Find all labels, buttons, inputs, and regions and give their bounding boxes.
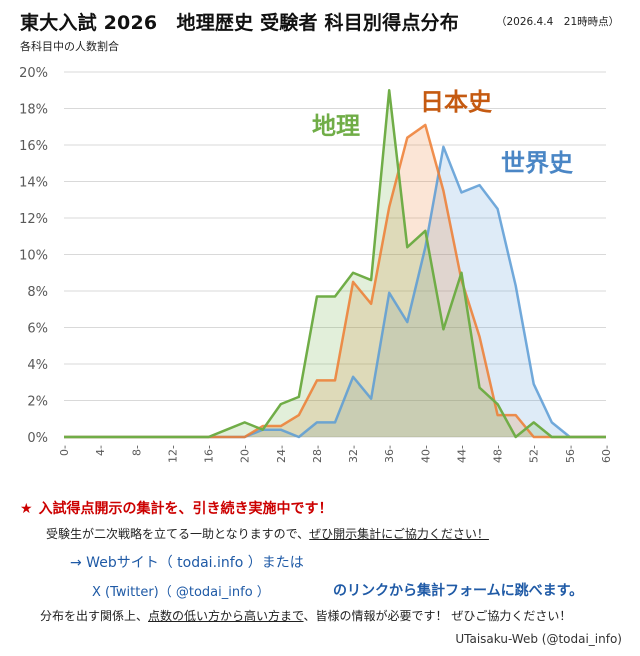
notice-line-5-b: 、皆様の情報が必要です！ ぜひご協力ください！: [303, 609, 572, 623]
x-tick-label: 48-: [492, 445, 505, 463]
x-tick-label: 32-: [347, 445, 360, 463]
x-tick-label: 4-: [94, 445, 107, 456]
x-tick-label: 24-: [275, 445, 288, 463]
series-label: 世界史: [501, 149, 574, 177]
star-icon: ★: [20, 501, 33, 517]
notice-headline-text: 入試得点開示の集計を、引き続き実施中です！: [38, 501, 333, 517]
series-area: [64, 146, 606, 437]
form-link-note: のリンクから集計フォームに跳べます。: [333, 583, 584, 599]
y-tick-label: 4%: [27, 358, 48, 373]
score-distribution-chart: 0% 2% 4% 6% 8% 10% 12% 14% 16% 18% 20% 0- 4- 8- 12- 16-…: [19, 66, 613, 463]
notice-line-2-text: 受験生が二次戦略を立てる一助となりますので、: [46, 527, 310, 541]
chart-title: 東大入試 2026 地理歴史 受験者 科目別得点分布: [20, 12, 459, 34]
notice-line-5-underlined: 点数の低い方から高い方まで: [148, 609, 304, 623]
y-tick-label: 14%: [19, 176, 48, 191]
y-tick-label: 0%: [27, 431, 48, 446]
y-tick-label: 2%: [27, 395, 48, 410]
x-tick-label: 52-: [528, 445, 541, 463]
notice-line-2: 受験生が二次戦略を立てる一助となりますので、ぜひ開示集計にご協力ください！: [46, 525, 489, 542]
y-tick-label: 6%: [27, 322, 48, 337]
y-tick-label: 18%: [19, 103, 48, 118]
x-tick-label: 16-: [203, 445, 216, 463]
credit: UTaisaku-Web (@todai_info): [455, 632, 622, 646]
notice-line-5-a: 分布を出す関係上、: [40, 609, 149, 623]
twitter-link-line[interactable]: X (Twitter)（ @todai_info ）: [92, 585, 270, 600]
y-tick-label: 20%: [19, 66, 48, 81]
x-tick-label: 28-: [311, 445, 324, 463]
x-tick-label: 12-: [166, 445, 179, 463]
y-tick-label: 10%: [19, 249, 48, 264]
x-tick-label: 56-: [564, 445, 577, 463]
notice-line-5: 分布を出す関係上、点数の低い方から高い方まで、皆様の情報が必要です！ ぜひご協力…: [40, 607, 571, 624]
series-label: 地理: [312, 112, 360, 140]
y-tick-label: 8%: [27, 285, 48, 300]
y-tick-label: 16%: [19, 139, 48, 154]
as-of-timestamp: （2026.4.4 21時時点）: [496, 16, 620, 28]
x-tick-label: 44-: [455, 445, 468, 463]
x-tick-label: 36-: [383, 445, 396, 463]
series-area: [64, 90, 606, 437]
notice-headline: ★ 入試得点開示の集計を、引き続き実施中です！: [20, 498, 333, 518]
series-area: [64, 124, 606, 438]
series-line: [64, 89, 606, 439]
notice-line-2-underlined: ぜひ開示集計にご協力ください！: [309, 527, 489, 541]
chart-subtitle: 各科目中の人数割合: [20, 40, 119, 53]
x-tick-label: 40-: [419, 445, 432, 463]
x-tick-label: 0-: [58, 445, 71, 456]
website-link-line[interactable]: → Webサイト（ todai.info ）または: [70, 555, 304, 571]
series-label: 日本史: [420, 88, 493, 116]
x-tick-label: 8-: [130, 445, 143, 456]
x-tick-label: 20-: [239, 445, 252, 463]
y-tick-label: 12%: [19, 212, 48, 227]
x-tick-label: 60-: [600, 445, 613, 463]
